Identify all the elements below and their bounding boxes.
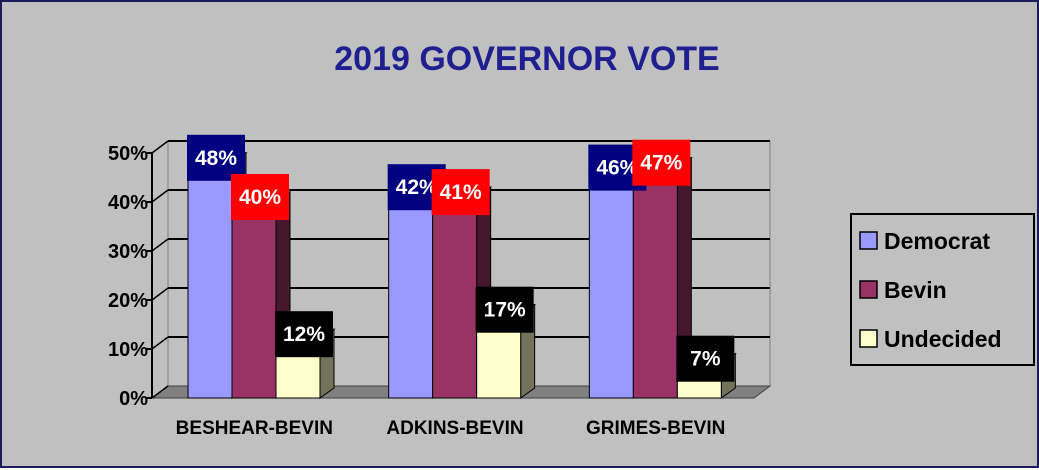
x-category-label: GRIMES-BEVIN [586,418,725,439]
data-label-text: 46% [596,157,638,180]
data-label-bg [431,169,490,216]
chart-title: 2019 GOVERNOR VOTE [334,40,719,78]
data-label-text: 7% [690,348,721,371]
y-tick-label: 10% [108,339,148,361]
x-category-label: BESHEAR-BEVIN [176,418,333,439]
data-label-text: 42% [396,176,438,199]
legend-swatch [859,329,878,348]
data-label-bg [187,134,245,181]
data-label-text: 12% [283,323,325,346]
legend-item-bevin: Bevin [859,277,947,303]
legend-label: Democrat [884,228,990,254]
y-axis-depth [151,385,169,399]
bar-face [432,196,478,399]
data-label-bevin-2: 41% [431,169,490,216]
gridline-depth [151,336,169,350]
gridline-depth [151,238,169,252]
gridline-depth [151,189,169,203]
gridline-depth [151,140,169,154]
bar-face [388,191,434,399]
data-label-bg [475,286,534,333]
legend-label: Bevin [884,277,947,303]
x-category-label: ADKINS-BEVIN [386,418,523,439]
data-label-text: 47% [640,152,682,175]
legend-swatch [859,280,878,299]
legend-box [850,213,1035,366]
data-labels: 48%40% 12% 42% 41% 17% 46% 47% 7% [187,134,735,382]
data-label-text: 17% [484,299,526,322]
data-label-bevin-1: 40% [231,174,289,220]
data-label-undecided-1: 12% [275,311,333,358]
legend: Democrat Bevin Undecided [850,213,1035,366]
bar-face [632,167,678,399]
legend-item-undecided: Undecided [859,326,1002,352]
bar-face [588,172,634,399]
data-label-undecided-2: 17% [475,286,534,333]
x-axis: BESHEAR-BEVIN ADKINS-BEVIN GRIMES-BEVIN [176,418,726,439]
data-label-democrat-1: 48% [187,134,245,181]
data-label-text: 41% [440,181,482,204]
data-label-bg [275,311,333,358]
legend-item-democrat: Democrat [859,228,990,254]
data-label-text: 40% [239,186,281,209]
y-tick-label: 20% [108,290,148,312]
legend-swatch [859,231,878,250]
data-label-bevin-3: 47% [632,139,691,186]
y-axis: 0% 10% 20% 30% 40% 50% [108,143,169,410]
data-label-bg [231,174,289,220]
y-tick-label: 30% [108,241,148,263]
data-label-bg [632,139,691,186]
legend-label: Undecided [884,326,1002,352]
y-tick-label: 0% [119,388,148,410]
bar-face [187,162,233,399]
data-label-bg [676,335,735,382]
data-label-undecided-3: 7% [676,335,735,382]
gridline-depth [151,287,169,301]
bar-face [231,201,277,399]
data-label-text: 48% [195,147,237,170]
y-tick-label: 40% [108,192,148,214]
y-tick-label: 50% [108,143,148,165]
